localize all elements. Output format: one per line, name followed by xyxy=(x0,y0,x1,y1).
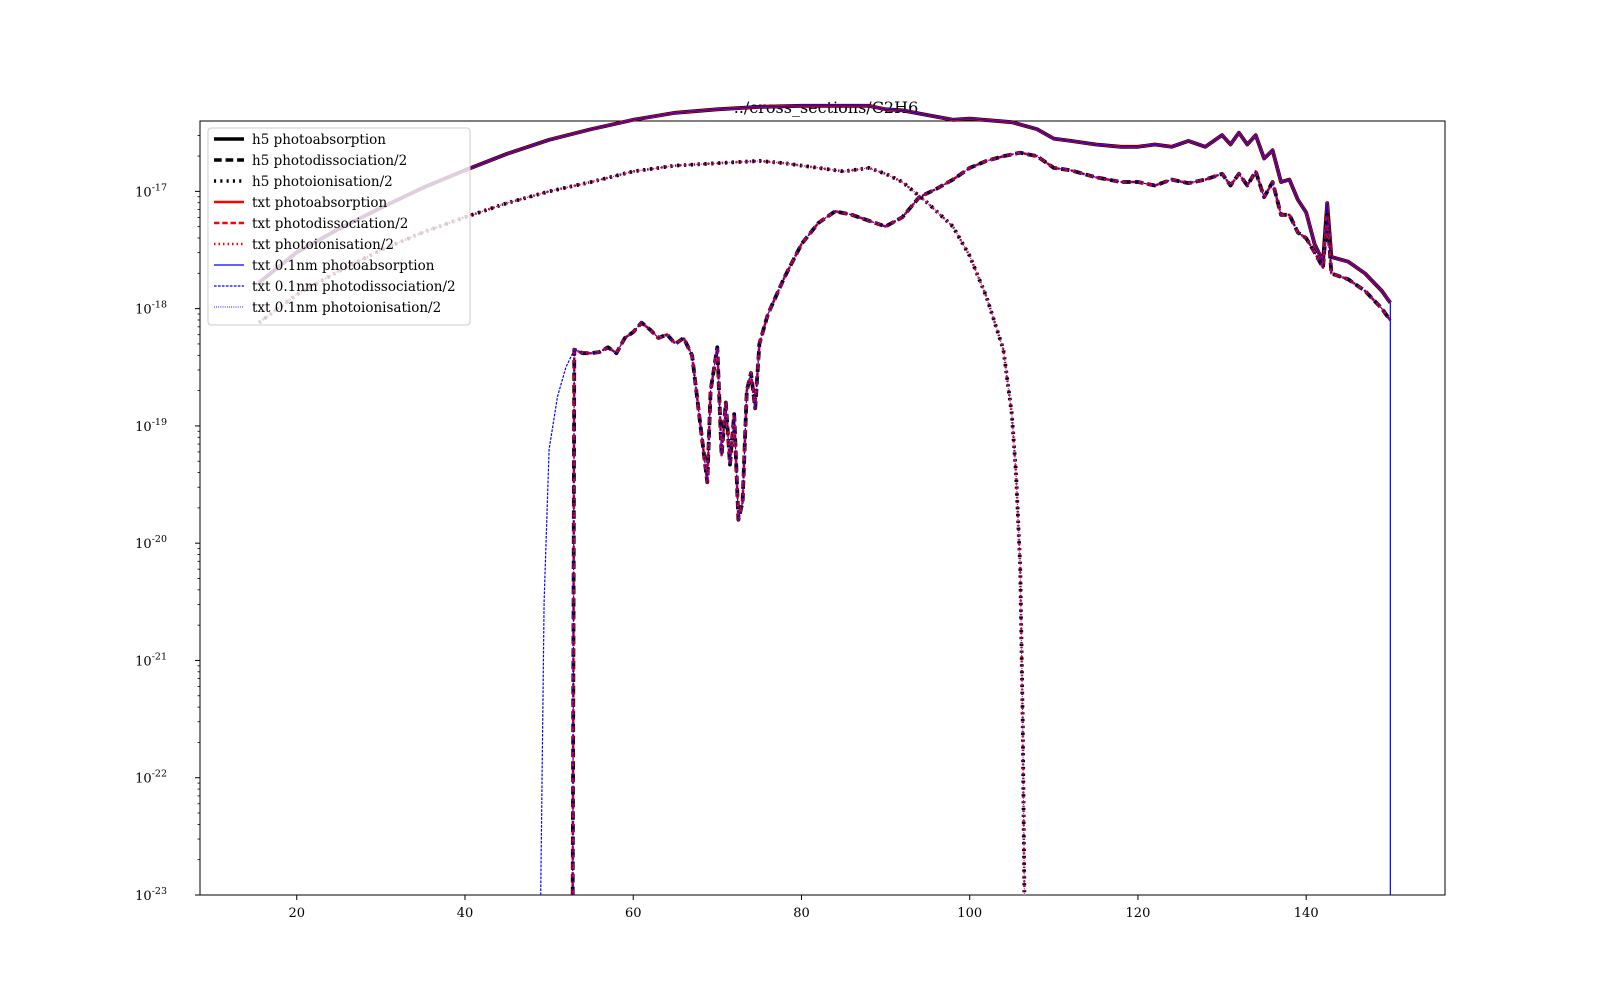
x-tick-label: 60 xyxy=(625,906,642,921)
x-axis: 20 40 60 80 100 120 140 xyxy=(288,895,1319,921)
x-tick-label: 120 xyxy=(1126,906,1151,921)
series-line-txt-0.1nm-1 xyxy=(572,152,1391,896)
y-tick-label: 10-20 xyxy=(135,534,167,552)
legend-label: txt photodissociation/2 xyxy=(252,216,408,232)
legend-label: txt photoionisation/2 xyxy=(252,237,394,253)
legend-label: h5 photoabsorption xyxy=(252,132,386,148)
series-line-txt-0.1nm-0 xyxy=(258,105,1391,304)
series-line-h5-1 xyxy=(570,150,1392,896)
y-tick-label: 10-23 xyxy=(135,886,167,904)
y-axis: 10-17 10-18 10-19 10-20 10-21 10-22 10-23 xyxy=(135,135,200,904)
y-tick-label: 10-19 xyxy=(135,417,167,435)
x-tick-label: 40 xyxy=(457,906,474,921)
legend-label: txt 0.1nm photodissociation/2 xyxy=(252,279,456,295)
legend: h5 photoabsorption h5 photodissociation/2… xyxy=(207,127,471,326)
y-tick-label: 10-22 xyxy=(135,769,167,787)
series-line-txt-0.1nm-3 xyxy=(540,349,575,896)
series-line-txt-0.1nm-2 xyxy=(258,160,1025,896)
x-tick-label: 100 xyxy=(957,906,982,921)
legend-label: txt 0.1nm photoionisation/2 xyxy=(252,300,441,316)
legend-box xyxy=(207,127,471,326)
legend-label: txt photoabsorption xyxy=(252,195,387,211)
x-tick-label: 80 xyxy=(793,906,810,921)
legend-label: h5 photoionisation/2 xyxy=(252,174,393,190)
series-layer xyxy=(257,103,1392,896)
legend-label: txt 0.1nm photoabsorption xyxy=(252,258,435,274)
y-tick-label: 10-18 xyxy=(135,300,167,318)
series-line-txt-1 xyxy=(571,151,1392,896)
x-tick-label: 20 xyxy=(288,906,305,921)
y-tick-label: 10-21 xyxy=(135,651,167,669)
y-tick-label: 10-17 xyxy=(135,182,167,200)
x-tick-label: 140 xyxy=(1294,906,1319,921)
legend-label: h5 photodissociation/2 xyxy=(252,153,407,169)
